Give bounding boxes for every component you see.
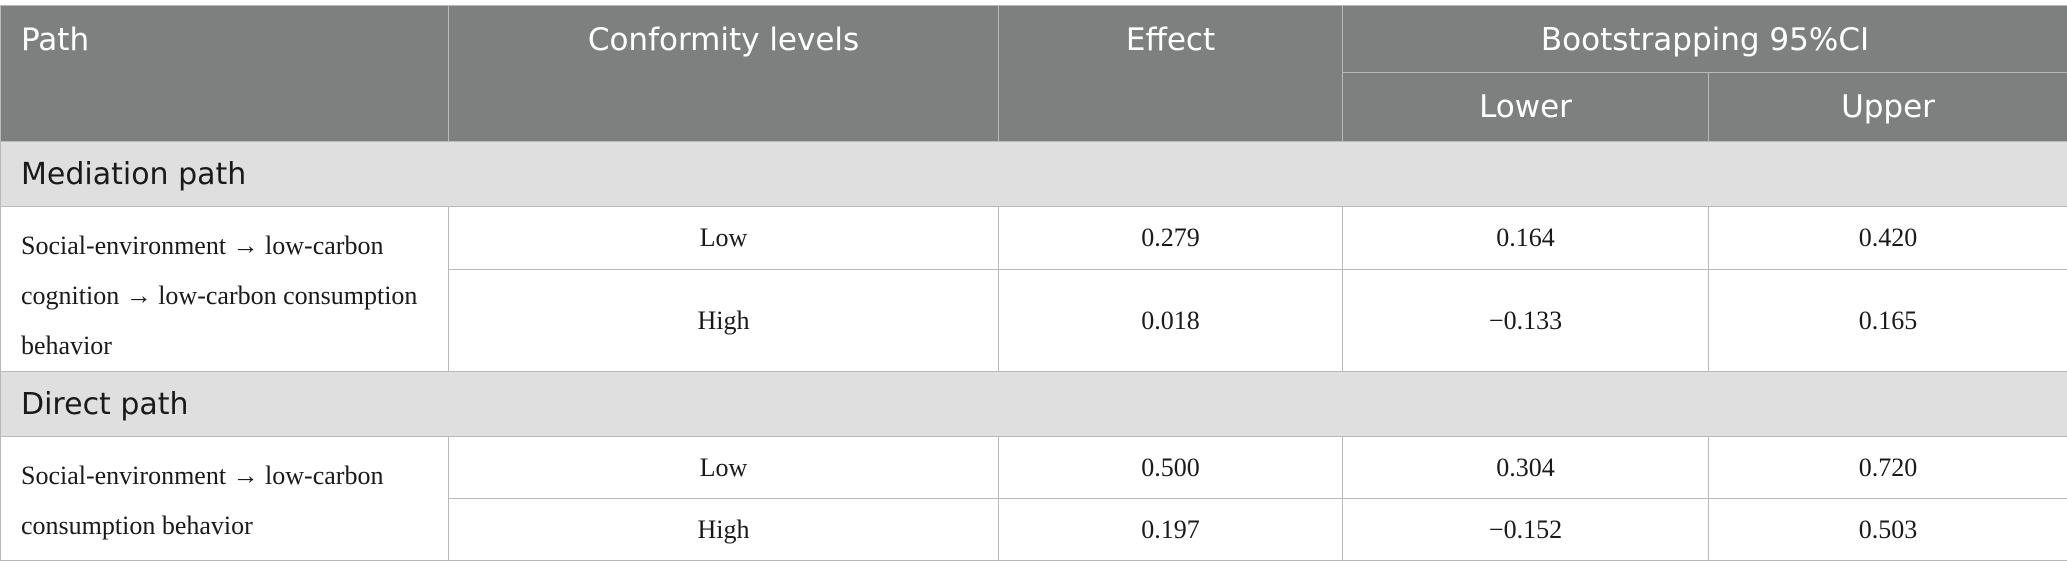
cell: Low	[449, 207, 999, 270]
path-cell: Social-environment → low-carbon cognitio…	[1, 207, 449, 372]
header-cell: Lower	[1343, 73, 1709, 142]
cell: 0.500	[999, 437, 1343, 499]
header-cell: Effect	[999, 6, 1343, 142]
path-cell: Social-environment → low-carbon consumpt…	[1, 437, 449, 561]
results-table: Path Conformity levels Effect Bootstrapp…	[0, 5, 2067, 561]
cell: 0.304	[1343, 437, 1709, 499]
page: {"table": { "header": {"path": "Path", "…	[0, 5, 2067, 580]
cell: High	[449, 499, 999, 561]
header-cell: Upper	[1709, 73, 2067, 142]
cell: 0.503	[1709, 499, 2067, 561]
header-cell: Bootstrapping 95%CI	[1343, 6, 2067, 73]
cell: 0.420	[1709, 207, 2067, 270]
cell: −0.152	[1343, 499, 1709, 561]
cell: 0.279	[999, 207, 1343, 270]
section-row: Mediation path	[1, 142, 2067, 207]
cell: 0.018	[999, 270, 1343, 372]
section-row: Direct path	[1, 372, 2067, 437]
header-row: Path Conformity levels Effect Bootstrapp…	[1, 6, 2067, 73]
cell: 0.164	[1343, 207, 1709, 270]
cell: Low	[449, 437, 999, 499]
cell: High	[449, 270, 999, 372]
section-title: Mediation path	[1, 142, 2067, 207]
section-title: Direct path	[1, 372, 2067, 437]
header-cell: Conformity levels	[449, 6, 999, 142]
cell: 0.720	[1709, 437, 2067, 499]
cell: 0.197	[999, 499, 1343, 561]
header-cell: Path	[1, 6, 449, 142]
cell: −0.133	[1343, 270, 1709, 372]
cell: 0.165	[1709, 270, 2067, 372]
data-row: Social-environment → low-carbon consumpt…	[1, 437, 2067, 499]
data-row: Social-environment → low-carbon cognitio…	[1, 207, 2067, 270]
